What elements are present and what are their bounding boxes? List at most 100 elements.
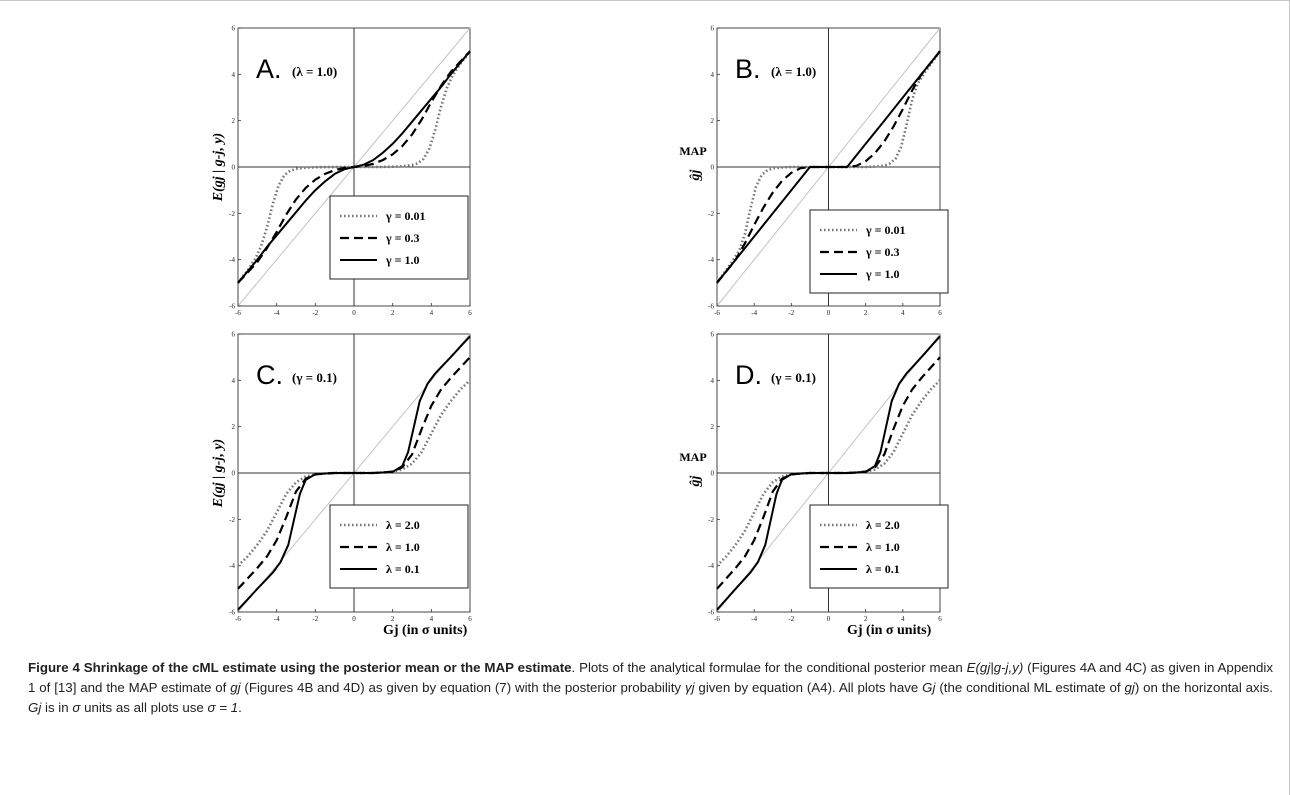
y-tick-label: 4 [711, 71, 715, 79]
caption-text-5: (the conditional ML estimate of [935, 680, 1125, 695]
panel-label: A. [256, 54, 282, 84]
panel-label: B. [735, 54, 761, 84]
x-axis-label-c: Gj (in σ units) [383, 623, 467, 639]
y-axis-label: E(gj | g-j, y) [211, 133, 226, 202]
series-line-dashed [237, 356, 471, 590]
x-tick-label: -2 [788, 309, 794, 317]
series-line-dotted [237, 379, 471, 567]
x-axis-label-d-text: Gj (in σ units) [847, 623, 932, 638]
y-tick-label: -4 [708, 256, 714, 264]
y-axis-label-map: MAP [679, 450, 706, 464]
x-tick-label: 6 [468, 615, 472, 623]
legend: γ = 0.01 γ = 0.3 γ = 1.0 [329, 195, 469, 280]
x-tick-label: 2 [391, 615, 395, 623]
x-tick-label: 0 [827, 309, 831, 317]
series-line-solid [237, 335, 471, 611]
caption-math-4: Gj [922, 680, 936, 695]
legend-label: γ = 0.3 [865, 245, 899, 259]
x-tick-label: 6 [468, 309, 472, 317]
caption-text-7: is in [41, 700, 73, 715]
legend-label: γ = 0.3 [385, 231, 419, 245]
x-tick-label: 4 [430, 615, 434, 623]
x-tick-label: -4 [274, 615, 280, 623]
y-tick-label: 4 [232, 377, 236, 385]
caption-math-7: σ [72, 700, 81, 715]
figure-caption: Figure 4 Shrinkage of the cML estimate u… [28, 658, 1273, 718]
caption-text-2: (Figures 4A and 4C) as given in Appendix… [28, 660, 1274, 695]
legend-box [809, 504, 949, 589]
series-line-solid [716, 50, 941, 284]
y-tick-label: -2 [229, 516, 235, 524]
panel-label: C. [256, 360, 283, 390]
legend-label: λ = 2.0 [386, 518, 420, 532]
legend-label: λ = 1.0 [866, 540, 900, 554]
legend-label: λ = 2.0 [866, 518, 900, 532]
caption-math-2: gj [230, 680, 241, 695]
y-tick-label: -4 [708, 562, 714, 570]
x-tick-label: 2 [391, 309, 395, 317]
legend-label: γ = 0.01 [865, 223, 905, 237]
caption-math-1: E(gj|g-j,y) [966, 660, 1024, 675]
x-tick-label: -6 [235, 309, 241, 317]
x-axis-label-c-text: Gj (in σ units) [383, 623, 468, 638]
panel-parameter: (γ = 0.1) [292, 370, 337, 385]
y-tick-label: -4 [229, 562, 235, 570]
series-line-solid [237, 50, 471, 284]
y-tick-label: -2 [708, 210, 714, 218]
caption-math-8: σ = 1 [207, 700, 239, 715]
legend-box [329, 504, 469, 589]
y-axis-label: E(gj | g-j, y) [211, 439, 226, 508]
legend: λ = 2.0 λ = 1.0 λ = 0.1 [329, 504, 469, 589]
x-tick-label: 4 [901, 309, 905, 317]
legend: γ = 0.01 γ = 0.3 γ = 1.0 [809, 209, 949, 294]
x-tick-label: -6 [714, 615, 720, 623]
x-tick-label: 0 [352, 615, 356, 623]
panel-parameter: (γ = 0.1) [771, 370, 816, 385]
x-tick-label: -6 [714, 309, 720, 317]
y-tick-label: -2 [229, 210, 235, 218]
x-tick-label: -2 [788, 615, 794, 623]
x-axis-label-d: Gj (in σ units) [847, 623, 931, 639]
y-tick-label: -6 [708, 303, 714, 311]
caption-math-5: gj [1124, 680, 1135, 695]
y-tick-label: 2 [232, 117, 236, 125]
y-tick-label: -6 [229, 303, 235, 311]
x-tick-label: -6 [235, 615, 241, 623]
y-tick-label: -6 [708, 609, 714, 617]
legend-box [809, 209, 949, 294]
x-tick-label: 0 [352, 309, 356, 317]
caption-math-6: Gj [28, 700, 42, 715]
caption-figure-number: Figure 4 [28, 660, 80, 675]
y-tick-label: 2 [711, 423, 715, 431]
y-tick-label: 0 [232, 164, 236, 172]
caption-text-4: given by equation (A4). All plots have [694, 680, 923, 695]
caption-text-6: ) on the horizontal axis. [1134, 680, 1273, 695]
legend-label: λ = 1.0 [386, 540, 420, 554]
y-tick-label: 6 [711, 331, 715, 339]
legend: λ = 2.0 λ = 1.0 λ = 0.1 [809, 504, 949, 589]
legend-box [329, 195, 469, 280]
caption-text-8: units as all plots use [80, 700, 208, 715]
x-tick-label: 4 [430, 309, 434, 317]
y-tick-label: 6 [232, 25, 236, 33]
caption-text-3: (Figures 4B and 4D) as given by equation… [240, 680, 685, 695]
y-tick-label: 2 [232, 423, 236, 431]
legend-label: λ = 0.1 [866, 562, 900, 576]
y-tick-label: 6 [711, 25, 715, 33]
y-tick-label: 0 [232, 470, 236, 478]
y-tick-label: 4 [711, 377, 715, 385]
panel-parameter: (λ = 1.0) [771, 64, 816, 79]
series-line-solid [716, 335, 941, 611]
caption-text-1: . Plots of the analytical formulae for t… [571, 660, 967, 675]
x-tick-label: 2 [864, 615, 868, 623]
series-line-dotted [236, 50, 472, 284]
x-tick-label: -2 [312, 615, 318, 623]
y-axis-label-map-symbol: ĝj [688, 475, 703, 487]
x-tick-label: 0 [827, 615, 831, 623]
x-tick-label: -4 [751, 615, 757, 623]
x-tick-label: 6 [938, 615, 942, 623]
